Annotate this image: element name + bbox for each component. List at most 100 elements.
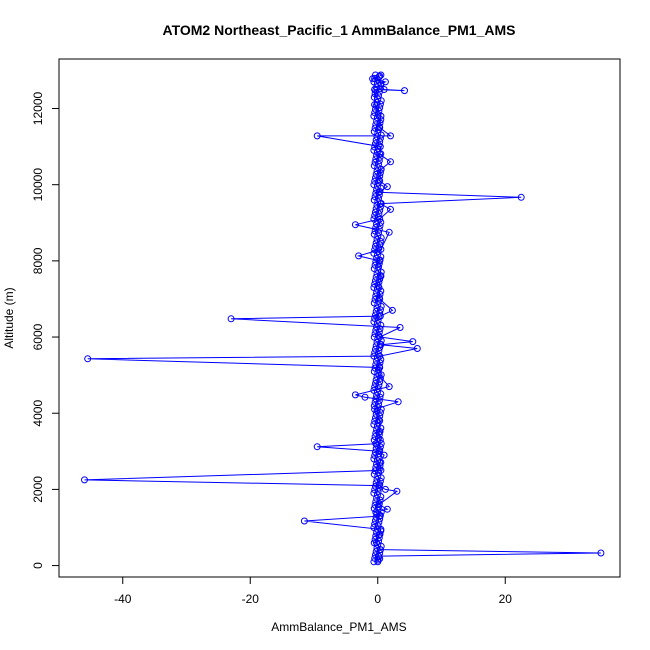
- data-point: [372, 308, 380, 315]
- data-point: [300, 517, 308, 525]
- data-point: [371, 398, 379, 406]
- data-point: [372, 205, 380, 213]
- data-point: [372, 429, 380, 437]
- data-point: [372, 277, 379, 285]
- y-tick-label: 4000: [31, 400, 45, 427]
- y-tick-label: 6000: [31, 323, 45, 350]
- data-point: [370, 146, 378, 154]
- data-point: [372, 410, 380, 418]
- data-point: [372, 242, 379, 250]
- y-tick-label: 0: [31, 562, 45, 569]
- data-point: [370, 249, 378, 257]
- y-axis-label: Altitude (m): [2, 287, 16, 348]
- data-point: [371, 74, 379, 82]
- chart-title: ATOM2 Northeast_Pacific_1 AmmBalance_PM1…: [163, 22, 516, 38]
- data-point: [370, 352, 378, 360]
- data-point: [370, 284, 378, 291]
- data-point: [372, 479, 380, 487]
- data-point: [371, 246, 379, 254]
- data-point: [372, 551, 379, 559]
- data-point: [370, 524, 378, 531]
- data-point: [371, 124, 379, 132]
- data-point: [372, 498, 380, 506]
- data-point: [371, 90, 379, 98]
- data-point: [372, 464, 380, 471]
- data-point: [371, 433, 379, 441]
- data-point: [517, 193, 525, 201]
- data-point: [393, 487, 401, 495]
- data-point: [371, 486, 379, 494]
- data-point: [409, 338, 417, 346]
- data-point: [370, 215, 378, 223]
- data-point: [370, 421, 378, 429]
- data-point: [371, 177, 379, 185]
- data-point: [385, 228, 393, 236]
- data-point: [355, 252, 363, 260]
- data-point: [394, 398, 402, 406]
- data-point: [372, 189, 380, 197]
- data-point: [387, 205, 394, 213]
- data-point: [370, 230, 378, 238]
- x-tick-label: -20: [242, 592, 260, 606]
- data-point: [370, 299, 378, 307]
- data-point: [372, 258, 380, 266]
- data-point: [371, 364, 379, 372]
- data-layer: [81, 71, 605, 566]
- data-point: [371, 212, 379, 219]
- y-tick-label: 8000: [31, 247, 45, 274]
- data-point: [371, 536, 379, 543]
- plot-frame: [58, 58, 621, 578]
- data-point: [396, 324, 404, 331]
- data-point: [372, 445, 380, 453]
- data-point: [380, 451, 388, 459]
- data-point: [370, 318, 378, 326]
- data-point: [370, 78, 378, 86]
- data-point: [371, 467, 379, 475]
- x-axis: -40 -20 0 20: [114, 576, 513, 606]
- data-point: [370, 489, 378, 497]
- data-point: [370, 539, 378, 547]
- data-point: [372, 71, 379, 79]
- data-point: [371, 261, 379, 269]
- data-point: [372, 376, 380, 384]
- data-point: [370, 368, 378, 375]
- data-point: [81, 476, 88, 484]
- data-point: [381, 78, 389, 86]
- data-point: [372, 311, 379, 319]
- data-point: [381, 485, 389, 493]
- x-tick-label: 0: [374, 592, 381, 606]
- data-point: [370, 162, 378, 170]
- x-tick-label: 20: [499, 592, 513, 606]
- data-point: [372, 140, 379, 148]
- data-point: [376, 333, 384, 341]
- data-point: [227, 315, 235, 323]
- data-point: [371, 109, 379, 117]
- data-point: [372, 448, 379, 456]
- data-point: [313, 132, 321, 140]
- data-point: [375, 73, 383, 81]
- data-point: [370, 470, 378, 478]
- data-point: [371, 520, 379, 528]
- data-point: [370, 93, 378, 101]
- x-tick-label: -40: [114, 592, 132, 606]
- data-point: [383, 505, 391, 513]
- data-point: [372, 326, 380, 334]
- data-point: [372, 105, 379, 113]
- data-point: [372, 273, 380, 281]
- data-point: [371, 280, 379, 288]
- data-point: [372, 239, 380, 247]
- data-point: [370, 196, 378, 204]
- data-point: [371, 383, 379, 391]
- data-point: [401, 87, 408, 95]
- data-point: [370, 181, 378, 189]
- data-point: [372, 174, 379, 182]
- data-point: [371, 349, 379, 357]
- data-point: [361, 393, 369, 401]
- data-point: [372, 482, 379, 490]
- data-point: [372, 121, 380, 129]
- data-point: [372, 395, 380, 403]
- data-point: [372, 508, 380, 516]
- data-point: [372, 548, 380, 555]
- data-point: [370, 265, 378, 273]
